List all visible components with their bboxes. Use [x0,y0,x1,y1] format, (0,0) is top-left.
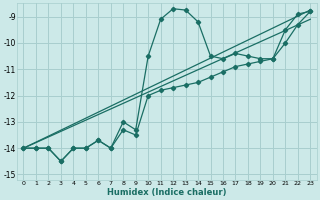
X-axis label: Humidex (Indice chaleur): Humidex (Indice chaleur) [107,188,227,197]
